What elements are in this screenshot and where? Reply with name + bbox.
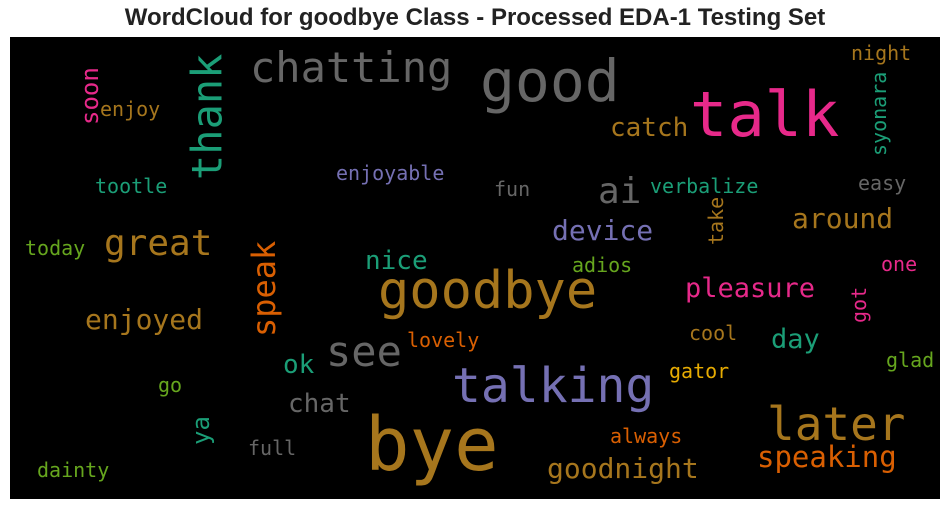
- word-ok: ok: [283, 350, 315, 380]
- word-catch: catch: [610, 113, 688, 143]
- word-enjoyable: enjoyable: [336, 161, 444, 185]
- word-got: got: [847, 287, 871, 323]
- word-glad: glad: [886, 348, 934, 372]
- word-adios: adios: [572, 253, 632, 277]
- word-gator: gator: [669, 359, 729, 383]
- word-talk: talk: [690, 78, 839, 151]
- word-always: always: [610, 424, 682, 448]
- word-full: full: [248, 436, 296, 460]
- word-chatting: chatting: [250, 43, 452, 92]
- word-night: night: [851, 41, 911, 65]
- chart-title: WordCloud for goodbye Class - Processed …: [124, 4, 826, 31]
- word-fun: fun: [494, 177, 530, 201]
- word-enjoyed: enjoyed: [85, 303, 203, 336]
- word-speaking: speaking: [757, 440, 897, 474]
- word-bye: bye: [365, 402, 499, 488]
- word-speak: speak: [245, 241, 283, 337]
- word-cool: cool: [689, 321, 737, 345]
- word-great: great: [104, 223, 212, 264]
- word-verbalize: verbalize: [650, 174, 758, 198]
- word-around: around: [792, 202, 893, 235]
- word-tootle: tootle: [95, 174, 167, 198]
- wordcloud-background: [10, 37, 940, 499]
- word-syonara: syonara: [867, 72, 891, 156]
- word-go: go: [158, 373, 182, 397]
- word-soon: soon: [76, 67, 104, 125]
- word-enjoy: enjoy: [100, 97, 160, 121]
- word-nice: nice: [365, 246, 428, 276]
- word-goodbye: goodbye: [378, 261, 597, 321]
- word-today: today: [25, 236, 85, 260]
- word-goodnight: goodnight: [547, 452, 699, 485]
- word-see: see: [326, 327, 402, 376]
- word-talking: talking: [452, 358, 654, 414]
- word-take: take: [704, 197, 728, 245]
- word-easy: easy: [858, 171, 906, 195]
- word-later: later: [767, 397, 905, 451]
- word-lovely: lovely: [407, 328, 479, 352]
- word-device: device: [552, 214, 653, 247]
- word-thank: thank: [183, 54, 232, 180]
- word-one: one: [881, 252, 917, 276]
- word-day: day: [771, 324, 820, 355]
- word-chat: chat: [288, 389, 351, 419]
- word-ya: ya: [187, 416, 215, 445]
- word-good: good: [480, 47, 620, 115]
- word-dainty: dainty: [37, 458, 109, 482]
- word-ai: ai: [598, 171, 641, 212]
- word-pleasure: pleasure: [685, 273, 815, 304]
